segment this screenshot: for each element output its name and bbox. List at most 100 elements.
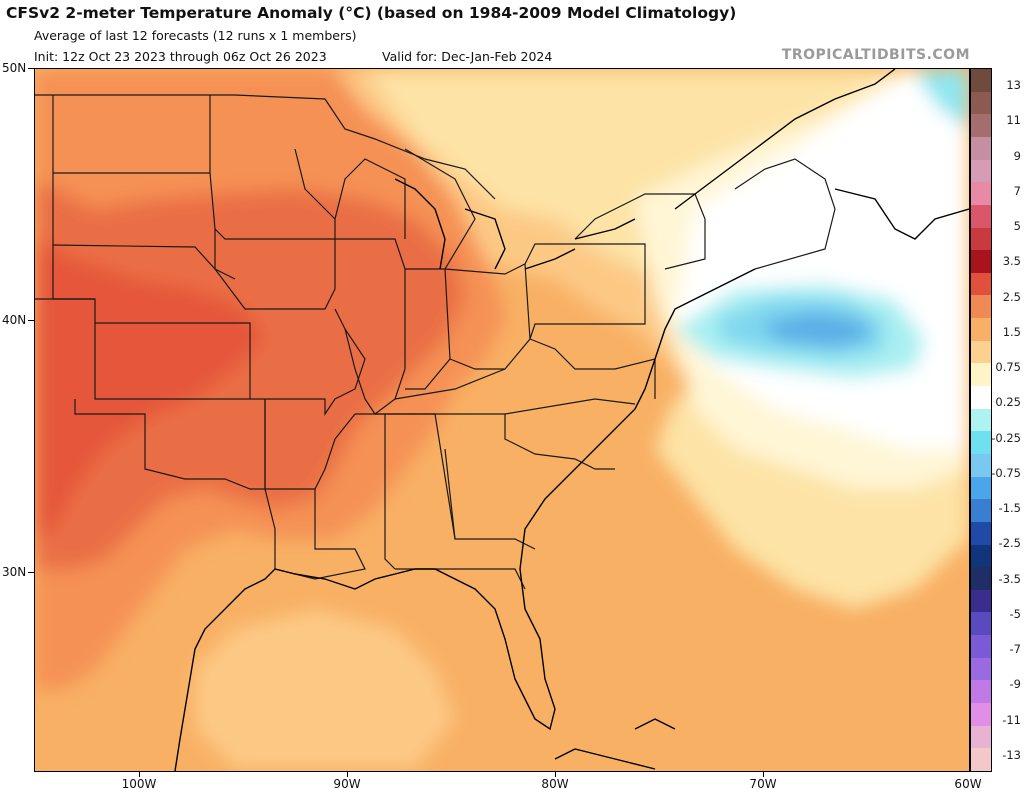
colorbar-label: -0.25 xyxy=(991,430,1021,445)
colorbar-segment xyxy=(971,114,991,138)
colorbar-label: -3.5 xyxy=(998,571,1021,586)
colorbar-label: 0.25 xyxy=(995,395,1021,410)
colorbar-segment xyxy=(971,91,991,115)
lon-tick-100w xyxy=(139,772,140,777)
colorbar-segment xyxy=(971,431,991,455)
colorbar-label: -7 xyxy=(1009,642,1021,657)
gulf-coast xyxy=(174,568,396,771)
colorbar-segment xyxy=(971,521,991,546)
colorbar-segment xyxy=(971,453,991,478)
sd-ne-line xyxy=(52,244,236,280)
lat-tick-50 xyxy=(28,68,34,69)
ia-border xyxy=(214,229,336,310)
colorbar-segment xyxy=(971,272,991,296)
colorbar-segment xyxy=(971,567,991,591)
lon-tick-70w xyxy=(763,772,764,777)
lat-label-40n: 40N xyxy=(2,313,27,327)
pa-ny xyxy=(524,243,646,340)
colorbar-label: -11 xyxy=(1002,712,1021,727)
colorbar-segment xyxy=(971,386,991,410)
mi-border xyxy=(404,148,476,270)
colorbar-label: -2.5 xyxy=(998,536,1021,551)
east-coast xyxy=(394,268,756,731)
colorbar-label: 9 xyxy=(1013,148,1021,163)
colorbar-segment xyxy=(971,69,991,93)
init-time: Init: 12z Oct 23 2023 through 06z Oct 26… xyxy=(34,49,327,64)
la-border xyxy=(264,488,366,580)
ar-border xyxy=(264,399,356,490)
colorbar-segment xyxy=(971,635,991,659)
colorbar-segment xyxy=(971,589,991,613)
anomaly-region-ne-cool xyxy=(915,69,969,129)
colorbar-segment xyxy=(971,725,991,749)
lat-tick-40 xyxy=(28,320,34,321)
colorbar-segment xyxy=(971,408,991,432)
ky-tn xyxy=(375,368,636,415)
colorbar-segment xyxy=(971,295,991,319)
mo-border xyxy=(235,308,366,416)
colorbar-segment xyxy=(971,748,991,772)
lon-tick-90w xyxy=(347,772,348,777)
colorbar-label: -9 xyxy=(1009,677,1021,692)
anomaly-map xyxy=(34,68,970,772)
colorbar-segment xyxy=(971,703,991,727)
colorbar-label: 3.5 xyxy=(1002,254,1021,269)
colorbar-segment xyxy=(971,136,991,161)
colorbar-label: 13 xyxy=(1006,78,1021,92)
colorbar-label: -1.5 xyxy=(998,501,1021,516)
wi-border xyxy=(334,158,406,239)
colorbar-segment xyxy=(971,544,991,568)
colorbar-label: 0.75 xyxy=(995,360,1021,375)
colorbar-label: 2.5 xyxy=(1002,289,1021,304)
colorbar-segment xyxy=(971,657,991,681)
colorbar-segment xyxy=(971,318,991,342)
colorbar-segment xyxy=(971,340,991,364)
lat-label-30n: 30N xyxy=(2,565,27,579)
lon-label-100w: 100W xyxy=(121,777,157,791)
caribbean xyxy=(554,718,676,770)
canada-coast xyxy=(674,69,969,240)
state-borders xyxy=(35,94,836,590)
colorbar-segment xyxy=(971,204,991,228)
valid-period: Valid for: Dec-Jan-Feb 2024 xyxy=(382,49,553,64)
colorbar-label: 7 xyxy=(1013,183,1021,198)
colorbar-segment xyxy=(971,499,991,523)
colorbar-segment xyxy=(971,612,991,636)
brand-watermark: TROPICALTIDBITS.COM xyxy=(781,47,970,63)
colorbar-segment xyxy=(971,250,991,274)
colorbar-segment xyxy=(971,182,991,206)
ok-tx xyxy=(74,399,266,490)
nc-sc-ga xyxy=(444,414,615,550)
colorbar-label: 11 xyxy=(1006,113,1021,128)
colorbar-label: -5 xyxy=(1009,606,1021,621)
maine-border xyxy=(734,158,836,270)
lon-label-70w: 70W xyxy=(749,777,777,791)
lat-tick-30 xyxy=(28,572,34,573)
colorbar-label: 1.5 xyxy=(1002,324,1021,339)
anomaly-map-canvas xyxy=(35,69,969,771)
colorbar-label: -0.75 xyxy=(991,465,1021,480)
colorbar xyxy=(970,68,992,772)
coastlines xyxy=(174,69,969,771)
anomaly-region-gulf-0p75 xyxy=(195,609,455,769)
lon-label-80w: 80W xyxy=(541,777,569,791)
colorbar-label: -13 xyxy=(1002,748,1021,762)
canada-us-border xyxy=(35,94,496,200)
lat-label-50n: 50N xyxy=(2,61,27,75)
map-subtitle: Average of last 12 forecasts (12 runs x … xyxy=(34,28,357,43)
colorbar-segment xyxy=(971,227,991,251)
colorbar-label: 5 xyxy=(1013,219,1021,234)
colorbar-segment xyxy=(971,476,991,500)
colorbar-segment xyxy=(971,363,991,387)
colorbar-segment xyxy=(971,680,991,704)
mn-border xyxy=(209,95,336,240)
lon-label-60w: 60W xyxy=(954,777,982,791)
great-lakes xyxy=(394,178,636,270)
anomaly-region-neg1p5 xyxy=(760,311,870,347)
ks-ok-line xyxy=(94,323,250,400)
colorbar-segment xyxy=(971,159,991,183)
lon-tick-80w xyxy=(555,772,556,777)
wv-va xyxy=(529,338,656,399)
map-title: CFSv2 2-meter Temperature Anomaly (°C) (… xyxy=(6,4,737,22)
lon-label-90w: 90W xyxy=(333,777,361,791)
